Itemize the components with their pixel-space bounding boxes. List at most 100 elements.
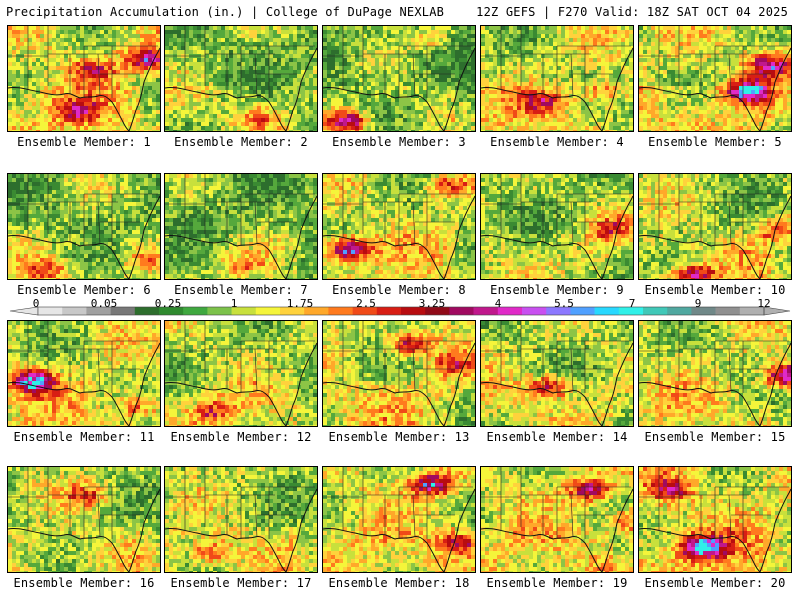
precip-colorbar <box>9 306 791 316</box>
coastline <box>639 342 791 426</box>
colorbar-tick-label: 4 <box>495 297 502 310</box>
ensemble-member-label: Ensemble Member: 18 <box>320 576 478 590</box>
ensemble-map-panel <box>638 320 792 427</box>
run-valid-time: 12Z GEFS | F270 Valid: 18Z SAT OCT 04 20… <box>476 5 788 19</box>
state-borders <box>639 321 789 393</box>
state-borders <box>323 321 473 393</box>
ensemble-member-label: Ensemble Member: 2 <box>162 135 320 149</box>
colorbar-swatch <box>425 307 450 315</box>
precip-field <box>481 26 633 131</box>
precip-field <box>165 26 317 131</box>
coastline <box>8 47 160 131</box>
colorbar-swatch <box>159 307 184 315</box>
precip-field <box>481 467 633 572</box>
precip-field-map <box>165 174 317 279</box>
precip-field-map <box>8 26 160 131</box>
state-borders <box>165 467 315 539</box>
precip-field-map <box>165 467 317 572</box>
ensemble-map-panel <box>480 25 634 132</box>
ensemble-member-label: Ensemble Member: 20 <box>636 576 794 590</box>
colorbar-tick-label: 9 <box>695 297 702 310</box>
precip-field <box>165 467 317 572</box>
ensemble-map-panel <box>480 173 634 280</box>
precip-field-map <box>165 26 317 131</box>
ensemble-member-label: Ensemble Member: 14 <box>478 430 636 444</box>
colorbar-swatch <box>86 307 111 315</box>
coastline <box>481 47 633 131</box>
ensemble-map-panel <box>322 466 476 573</box>
coastline <box>165 47 317 131</box>
ensemble-member-label: Ensemble Member: 17 <box>162 576 320 590</box>
colorbar-swatch <box>643 307 668 315</box>
colorbar-tick-label: 0 <box>33 297 40 310</box>
coastline <box>323 488 475 572</box>
colorbar-tick-label: 2.5 <box>356 297 376 310</box>
ensemble-map-panel <box>322 25 476 132</box>
precip-field-map <box>8 467 160 572</box>
state-borders <box>481 174 631 246</box>
state-borders <box>481 26 631 98</box>
coastline <box>323 195 475 279</box>
precip-field-map <box>639 174 791 279</box>
colorbar-tick-label: 3.25 <box>419 297 446 310</box>
precip-field-map <box>323 467 475 572</box>
coastline <box>481 488 633 572</box>
coastline <box>8 342 160 426</box>
state-borders <box>323 467 473 539</box>
colorbar-swatch <box>497 307 523 315</box>
colorbar-swatch <box>38 307 63 315</box>
colorbar-swatch <box>280 307 305 315</box>
coastline <box>165 342 317 426</box>
state-borders <box>639 26 789 98</box>
ensemble-map-panel <box>638 173 792 280</box>
ensemble-map-panel <box>7 320 161 427</box>
ensemble-map-panel <box>164 25 318 132</box>
precip-field <box>323 321 475 426</box>
colorbar-tick-label: 1 <box>231 297 238 310</box>
precip-field-map <box>481 26 633 131</box>
colorbar-swatch <box>667 307 692 315</box>
precip-field-map <box>639 26 791 131</box>
state-borders <box>165 321 315 393</box>
state-borders <box>481 321 631 393</box>
ensemble-member-label: Ensemble Member: 3 <box>320 135 478 149</box>
precip-field <box>8 26 160 131</box>
colorbar-swatch <box>594 307 620 315</box>
coastline <box>639 47 791 131</box>
map-title: Precipitation Accumulation (in.) | Colle… <box>6 5 444 19</box>
precip-field-map <box>639 321 791 426</box>
colorbar-swatch <box>231 307 257 315</box>
colorbar-tick-label: 0.25 <box>155 297 182 310</box>
state-borders <box>323 174 473 246</box>
colorbar-swatch <box>449 307 474 315</box>
coastline <box>639 488 791 572</box>
ensemble-member-label: Ensemble Member: 11 <box>5 430 163 444</box>
ensemble-map-panel <box>164 173 318 280</box>
state-borders <box>481 467 631 539</box>
state-borders <box>8 174 158 246</box>
coastline <box>165 488 317 572</box>
ensemble-member-label: Ensemble Member: 16 <box>5 576 163 590</box>
colorbar-swatch <box>376 307 402 315</box>
colorbar-tick-label: 0.05 <box>91 297 118 310</box>
precip-field-map <box>323 321 475 426</box>
colorbar-swatch <box>183 307 208 315</box>
ensemble-member-label: Ensemble Member: 4 <box>478 135 636 149</box>
colorbar-swatch <box>401 307 426 315</box>
ensemble-member-label: Ensemble Member: 9 <box>478 283 636 297</box>
colorbar-swatch <box>715 307 741 315</box>
colorbar-swatch <box>570 307 595 315</box>
coastline <box>8 488 160 572</box>
state-borders <box>8 321 158 393</box>
precip-field-map <box>323 174 475 279</box>
precip-field-map <box>323 26 475 131</box>
precip-field <box>639 467 791 572</box>
precip-field-map <box>481 174 633 279</box>
coastline <box>639 195 791 279</box>
colorbar-tick-label: 5.5 <box>554 297 574 310</box>
precip-field <box>165 321 317 426</box>
colorbar-swatch <box>328 307 353 315</box>
ensemble-member-label: Ensemble Member: 1 <box>5 135 163 149</box>
state-borders <box>323 26 473 98</box>
precip-field-map <box>639 467 791 572</box>
